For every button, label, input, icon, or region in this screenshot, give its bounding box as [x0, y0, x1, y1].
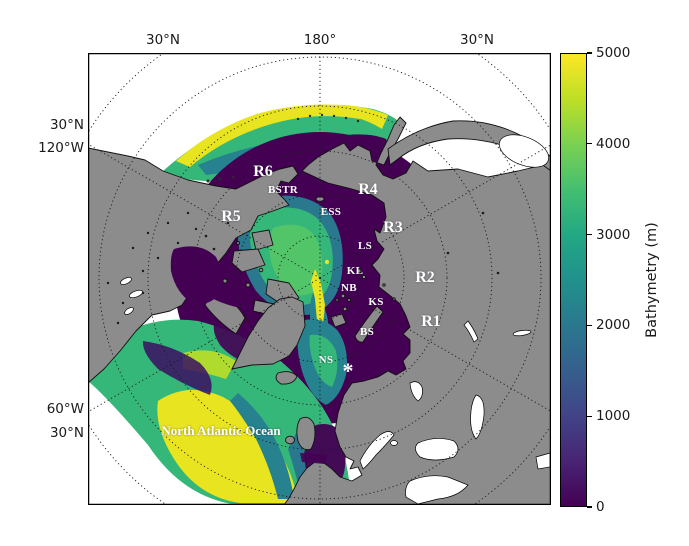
colorbar-ticklabel-2000: 2000 [596, 317, 631, 334]
colorbar [560, 53, 587, 507]
top-axis-tick-2: 30°N [459, 32, 495, 48]
colorbar-title: Bathymetry (m) [644, 222, 660, 338]
colorbar-ticklabel-4000: 4000 [596, 135, 631, 152]
left-axis-tick-2: 60°W [46, 401, 84, 417]
colorbar-tickmark-0 [587, 506, 592, 508]
colorbar-ticklabel-5000: 5000 [596, 45, 631, 61]
small-lakes [106, 211, 500, 325]
colorbar-ticklabel-1000: 1000 [596, 408, 631, 425]
colorbar-tickmark-3000 [587, 233, 592, 236]
top-axis-tick-1: 180° [303, 32, 337, 48]
left-axis-tick-3: 30°N [49, 425, 84, 441]
graticule [88, 53, 551, 505]
left-axis-tick-0: 30°N [49, 117, 84, 133]
colorbar-tickmark-1000 [587, 415, 592, 417]
colorbar-ticks: 0 1000 2000 3000 4000 5000 [587, 45, 657, 515]
arctic-map [88, 53, 551, 505]
colorbar-ticklabel-3000: 3000 [596, 226, 631, 243]
inland-water-layer [106, 134, 551, 505]
colorbar-tickmark-2000 [587, 324, 592, 327]
map-frame [88, 53, 551, 505]
top-axis-tick-0: 30°N [145, 32, 181, 48]
colorbar-tickmark-4000 [587, 143, 592, 145]
colorbar-tickmark-5000 [587, 52, 592, 54]
left-axis-tick-1: 120°W [38, 140, 84, 156]
colorbar-ticklabel-0: 0 [596, 499, 605, 515]
map-panel: R6 BSTR R4 R5 ESS R3 LS KL R2 NB KS R1 BS NS * North At… [88, 53, 551, 505]
